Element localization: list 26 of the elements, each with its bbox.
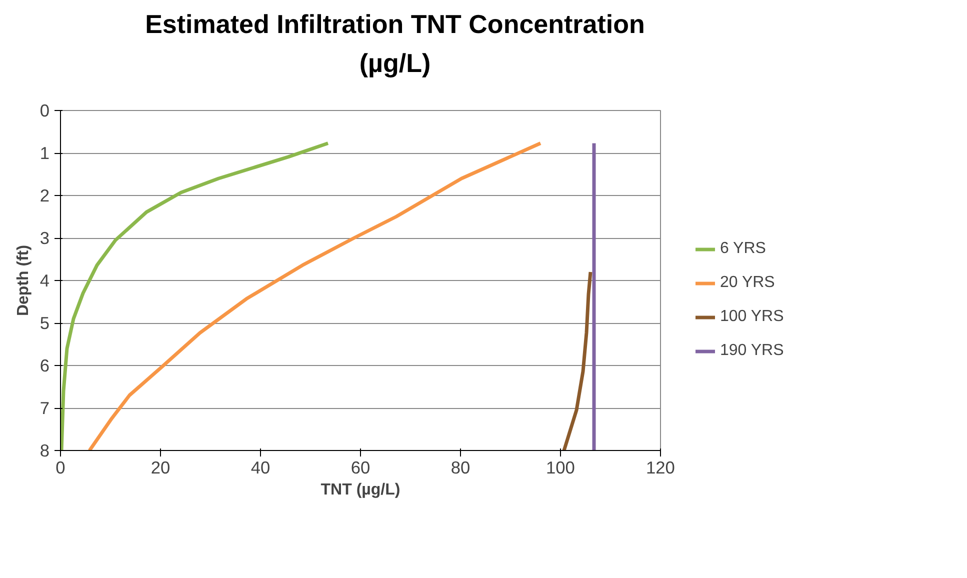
line-series — [562, 270, 592, 450]
line-series — [60, 141, 330, 450]
legend-label: 100 YRS — [720, 308, 784, 326]
y-tick-label: 8 — [40, 440, 50, 460]
y-tick-label: 7 — [40, 398, 50, 418]
y-tick-label: 5 — [40, 313, 50, 333]
y-tick-label: 2 — [40, 186, 50, 206]
y-tick-label: 6 — [40, 356, 50, 376]
y-tick-label: 3 — [40, 228, 50, 248]
y-axis-title: Depth (ft) — [14, 244, 32, 316]
legend-label: 20 YRS — [720, 274, 775, 292]
x-tick-label: 120 — [646, 458, 675, 478]
chart-title: Estimated Infiltration TNT Concentration (µg/L) — [145, 8, 645, 80]
x-tick-label: 20 — [150, 458, 170, 478]
line-series — [88, 141, 542, 450]
x-tick-label: 80 — [450, 458, 470, 478]
x-tick-label: 0 — [56, 458, 66, 478]
legend-label: 6 YRS — [720, 240, 766, 258]
x-axis-title: TNT (µg/L) — [320, 482, 400, 498]
legend-label: 190 YRS — [720, 342, 784, 360]
y-tick-label: 1 — [40, 143, 50, 163]
x-tick-label: 100 — [546, 458, 575, 478]
x-tick-label: 60 — [350, 458, 370, 478]
y-tick-label: 4 — [40, 270, 50, 290]
x-tick-label: 40 — [250, 458, 270, 478]
y-tick-label: 0 — [40, 100, 50, 120]
